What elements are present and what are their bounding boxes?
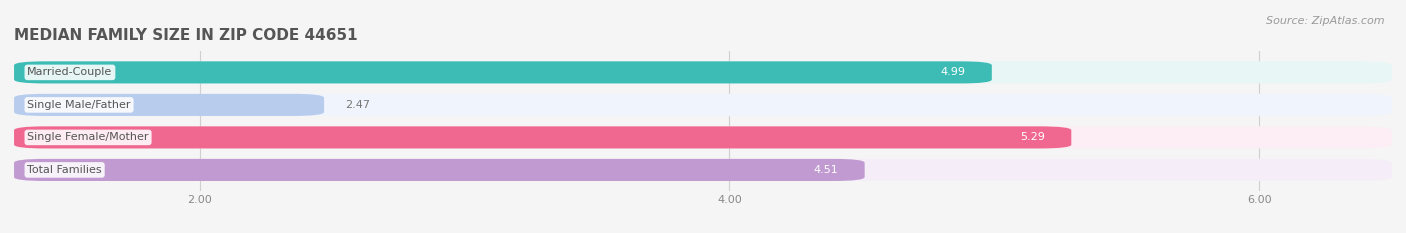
FancyBboxPatch shape <box>14 61 991 83</box>
FancyBboxPatch shape <box>14 61 1392 83</box>
FancyBboxPatch shape <box>14 159 1392 181</box>
Text: Total Families: Total Families <box>27 165 101 175</box>
Text: Source: ZipAtlas.com: Source: ZipAtlas.com <box>1267 16 1385 26</box>
Text: 5.29: 5.29 <box>1019 132 1045 142</box>
FancyBboxPatch shape <box>14 94 325 116</box>
FancyBboxPatch shape <box>14 94 1392 116</box>
Text: Single Female/Mother: Single Female/Mother <box>27 132 149 142</box>
Text: 4.51: 4.51 <box>814 165 838 175</box>
FancyBboxPatch shape <box>14 126 1071 148</box>
Text: 2.47: 2.47 <box>346 100 370 110</box>
FancyBboxPatch shape <box>14 159 865 181</box>
Text: Single Male/Father: Single Male/Father <box>27 100 131 110</box>
Text: MEDIAN FAMILY SIZE IN ZIP CODE 44651: MEDIAN FAMILY SIZE IN ZIP CODE 44651 <box>14 28 357 43</box>
Text: Married-Couple: Married-Couple <box>27 67 112 77</box>
Text: 4.99: 4.99 <box>941 67 966 77</box>
FancyBboxPatch shape <box>14 126 1392 148</box>
